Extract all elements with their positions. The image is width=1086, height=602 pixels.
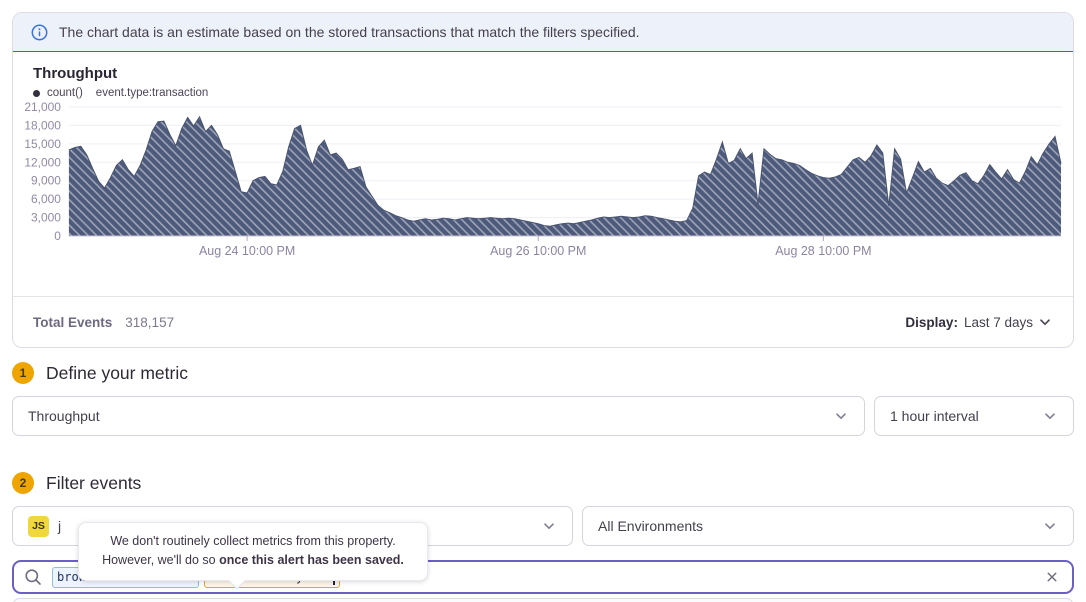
tooltip-line-2: However, we'll do so bbox=[102, 552, 220, 567]
step-1-badge: 1 bbox=[12, 362, 34, 384]
svg-text:Aug 24 10:00 PM: Aug 24 10:00 PM bbox=[199, 244, 295, 258]
chart-panel: The chart data is an estimate based on t… bbox=[12, 12, 1074, 348]
estimate-banner: The chart data is an estimate based on t… bbox=[13, 13, 1073, 52]
chevron-down-icon bbox=[1037, 314, 1053, 330]
tooltip-line-1: We don't routinely collect metrics from … bbox=[110, 534, 396, 548]
metric-select-value: Throughput bbox=[28, 408, 100, 424]
svg-text:9,000: 9,000 bbox=[31, 174, 61, 188]
svg-text:6,000: 6,000 bbox=[31, 192, 61, 206]
environment-select-value: All Environments bbox=[598, 518, 704, 534]
environment-select[interactable]: All Environments bbox=[582, 506, 1074, 546]
section-1-title: Define your metric bbox=[46, 362, 188, 383]
svg-text:3,000: 3,000 bbox=[31, 211, 61, 225]
section-define-metric: 1 Define your metric bbox=[12, 362, 1074, 384]
clear-icon[interactable] bbox=[1044, 569, 1060, 585]
legend-series-label: count() bbox=[47, 87, 83, 99]
chevron-down-icon bbox=[1042, 408, 1058, 424]
project-select-value: j bbox=[58, 518, 62, 534]
search-autocomplete-panel bbox=[12, 598, 1074, 602]
display-period-dropdown[interactable]: Display: Last 7 days bbox=[905, 314, 1053, 330]
throughput-area-chart: 0 3,000 6,000 9,000 12,000 15,000 18,000 21,000… bbox=[24, 102, 1062, 258]
chevron-down-icon bbox=[1042, 518, 1058, 534]
tooltip-line-2-bold: once this alert has been saved. bbox=[219, 552, 404, 567]
chart-legend: count() event.type:transaction bbox=[33, 87, 1053, 99]
javascript-platform-icon: JS bbox=[28, 515, 49, 537]
interval-select[interactable]: 1 hour interval bbox=[874, 396, 1074, 436]
display-value: Last 7 days bbox=[963, 314, 1033, 330]
section-2-title: Filter events bbox=[46, 472, 142, 493]
chevron-down-icon bbox=[541, 518, 557, 534]
svg-text:12,000: 12,000 bbox=[24, 155, 61, 169]
legend-dot-icon bbox=[33, 89, 40, 97]
total-events-label: Total Events bbox=[33, 314, 113, 330]
chevron-down-icon bbox=[833, 408, 849, 424]
info-icon bbox=[31, 24, 48, 41]
search-icon bbox=[24, 568, 42, 586]
chart-header: Throughput count() event.type:transactio… bbox=[13, 52, 1073, 99]
display-label: Display: bbox=[905, 314, 958, 330]
metric-collection-tooltip: We don't routinely collect metrics from … bbox=[78, 522, 428, 589]
banner-text: The chart data is an estimate based on t… bbox=[59, 24, 640, 40]
total-events-value: 318,157 bbox=[125, 314, 175, 330]
section-filter-events: 2 Filter events bbox=[12, 472, 1074, 494]
svg-text:21,000: 21,000 bbox=[24, 102, 61, 114]
svg-text:15,000: 15,000 bbox=[24, 137, 61, 151]
metric-select[interactable]: Throughput bbox=[12, 396, 865, 436]
legend-filter-label: event.type:transaction bbox=[95, 87, 209, 99]
chart-title: Throughput bbox=[33, 65, 118, 82]
step-2-badge: 2 bbox=[12, 472, 34, 494]
interval-select-value: 1 hour interval bbox=[890, 408, 979, 424]
chart-summary-row: Total Events 318,157 Display: Last 7 day… bbox=[13, 296, 1073, 347]
svg-text:0: 0 bbox=[54, 229, 61, 243]
svg-text:Aug 28 10:00 PM: Aug 28 10:00 PM bbox=[775, 244, 871, 258]
svg-text:18,000: 18,000 bbox=[24, 118, 61, 132]
svg-text:Aug 26 10:00 PM: Aug 26 10:00 PM bbox=[490, 244, 586, 258]
